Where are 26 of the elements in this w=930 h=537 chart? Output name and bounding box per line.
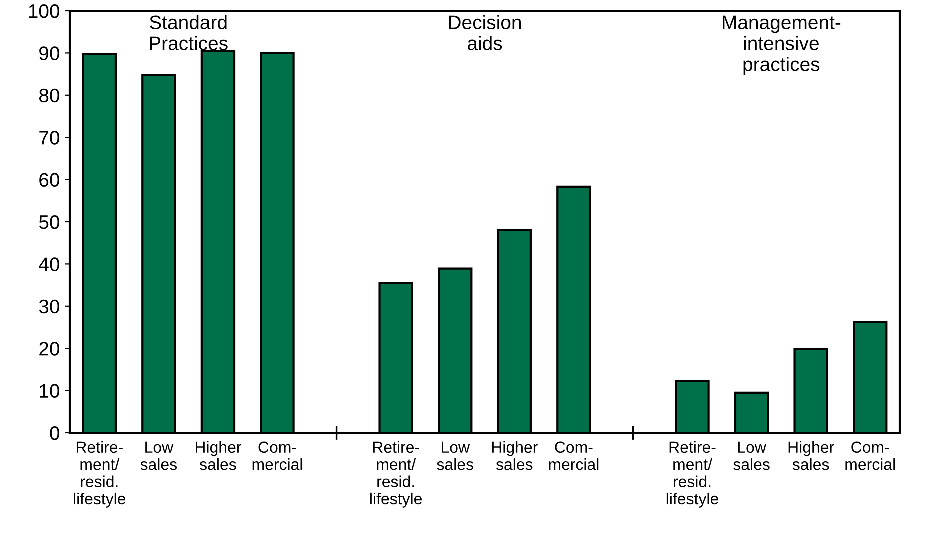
annotation: Decision aids: [449, 15, 522, 50]
y-tick-label: 50: [39, 215, 60, 230]
y-tick-label: 40: [39, 258, 60, 272]
x-tick-label: Retire- ment/ resid. lifestyle: [370, 441, 422, 508]
y-tick-label: 30: [39, 300, 60, 314]
y-tick-label: 80: [39, 88, 60, 103]
y-tick-label: 60: [40, 173, 60, 188]
y-tick-label: 0: [50, 426, 60, 440]
x-tick-label: Low sales: [140, 442, 177, 470]
y-tick-label: 90: [40, 46, 60, 60]
x-tick-label: Low sales: [734, 442, 770, 470]
annotation: Management- intensive practices: [723, 16, 841, 76]
x-tick-label: Com- mercial: [549, 442, 599, 470]
x-tick-label: Higher sales: [492, 441, 538, 470]
x-tick-label: Com- mercial: [846, 442, 896, 470]
y-tick-label: 100: [29, 4, 60, 18]
x-tick-label: Com- mercial: [252, 442, 302, 470]
x-tick-label: Retire- ment/ resid. lifestyle: [666, 441, 718, 508]
x-tick-label: Low sales: [437, 442, 474, 470]
y-tick-label: 10: [40, 384, 60, 398]
annotation: Standard Practices: [150, 15, 228, 50]
x-tick-label: Higher sales: [196, 441, 242, 470]
y-tick-label: 20: [40, 342, 60, 356]
y-tick-label: 70: [40, 131, 60, 145]
x-tick-label: Retire- ment/ resid. lifestyle: [74, 441, 126, 508]
x-tick-label: Higher sales: [788, 441, 834, 470]
